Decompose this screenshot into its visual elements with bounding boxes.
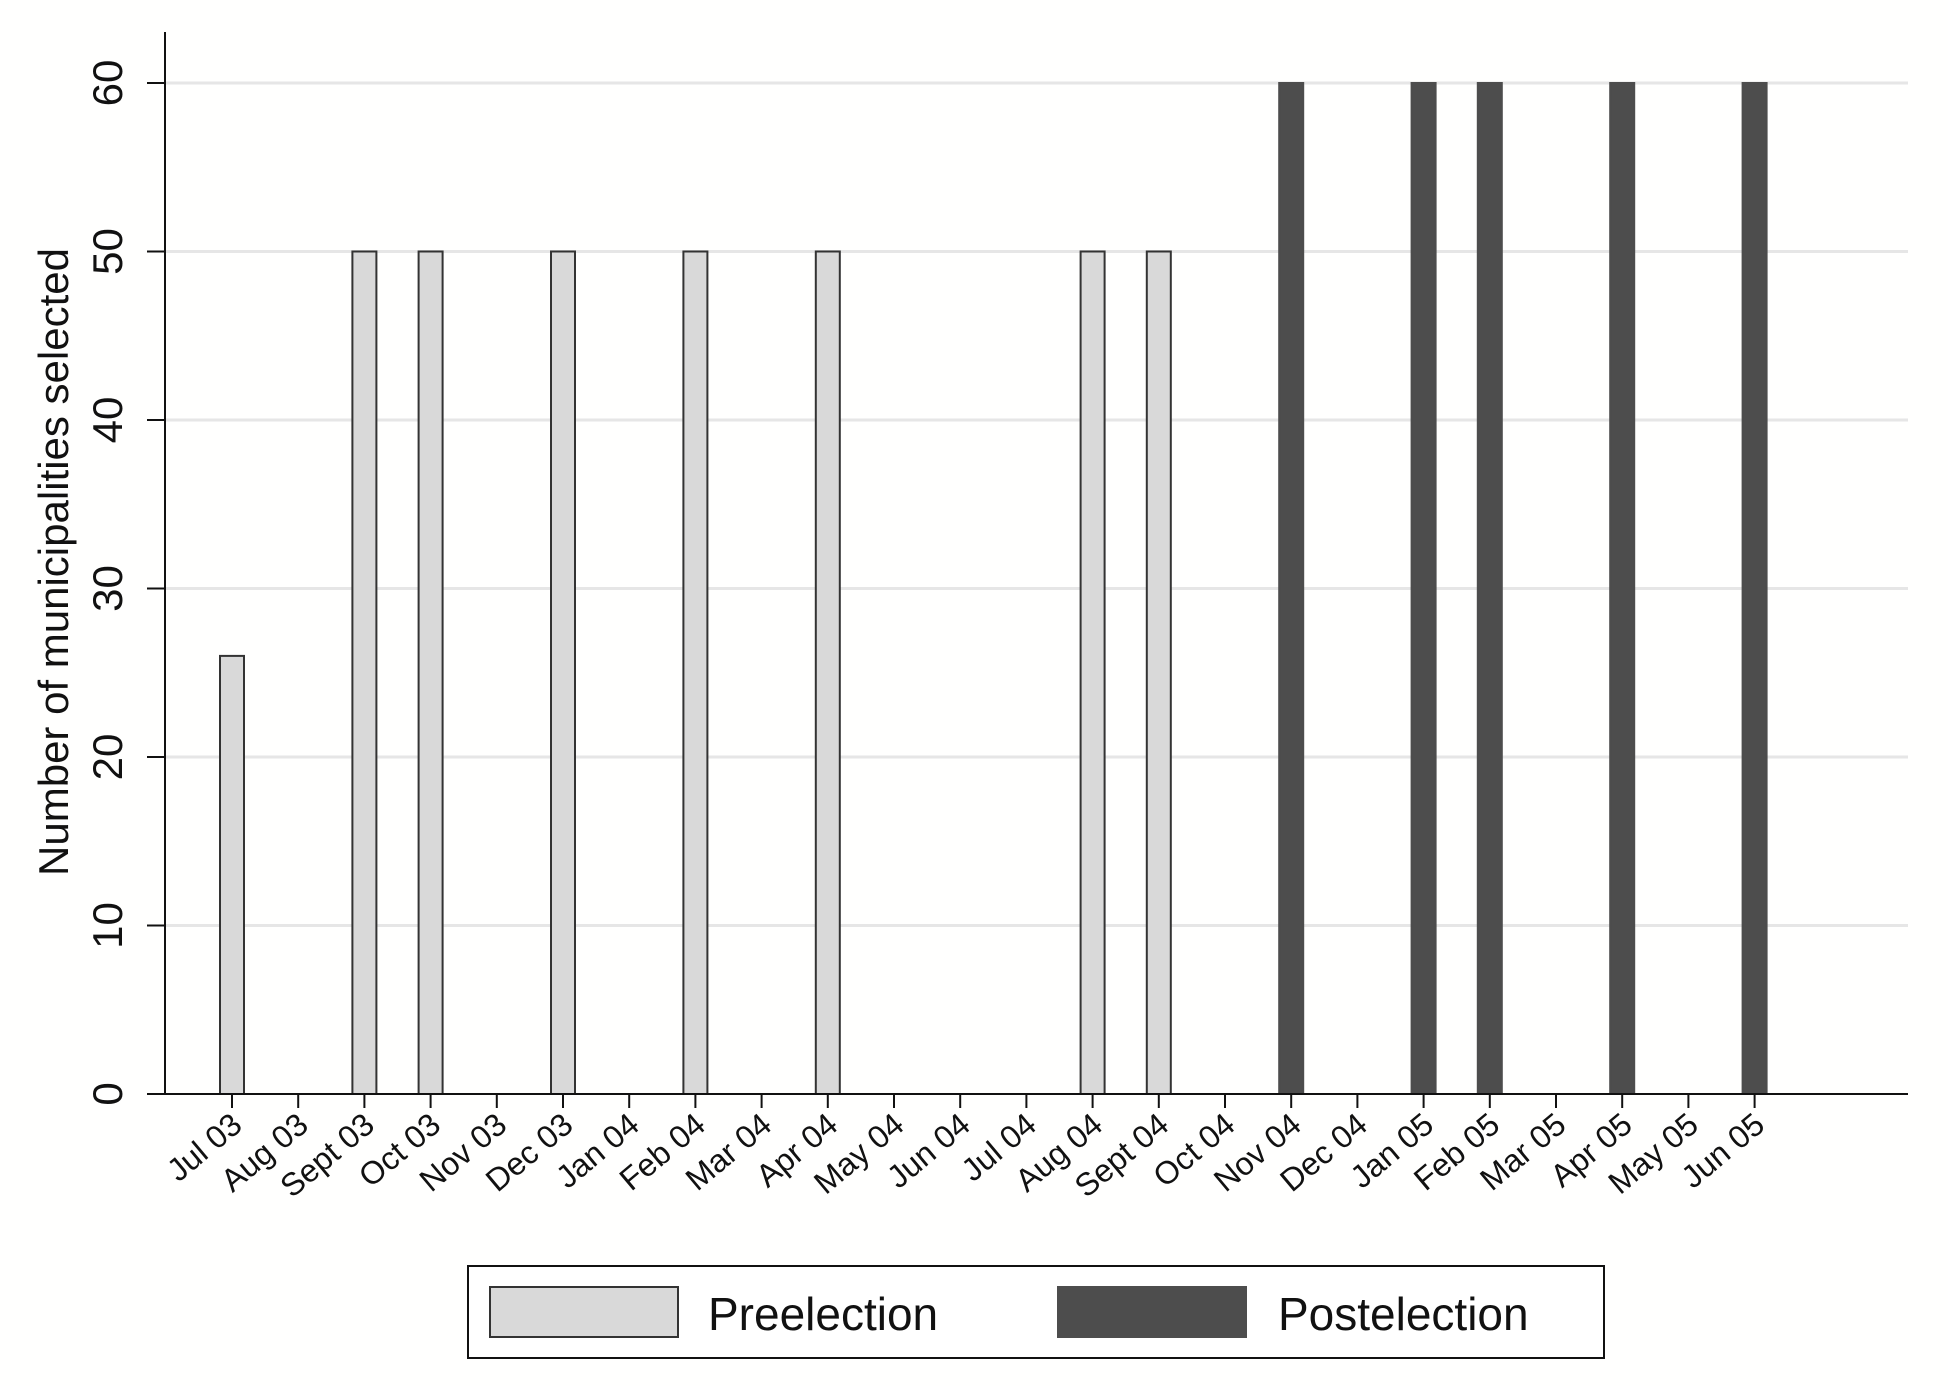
y-axis-label: Number of municipalities selected <box>30 248 77 876</box>
legend-label-preelection: Preelection <box>708 1288 938 1340</box>
y-tick-label: 0 <box>84 1082 131 1105</box>
bar-preelection <box>219 654 245 1096</box>
bar-preelection <box>351 250 378 1095</box>
bar-postelection <box>1278 82 1305 1095</box>
legend-swatch-preelection <box>489 1286 679 1338</box>
y-tick-label: 10 <box>84 902 131 949</box>
legend-swatch-postelection <box>1057 1286 1247 1338</box>
bar-preelection <box>1079 250 1106 1095</box>
bar-preelection <box>814 250 841 1095</box>
bar-preelection <box>417 250 444 1095</box>
legend-label-postelection: Postelection <box>1278 1288 1529 1340</box>
y-axis-ticks: 0 10 20 30 40 50 60 <box>84 60 165 1106</box>
y-tick-label: 30 <box>84 565 131 612</box>
bar-postelection <box>1410 82 1437 1095</box>
bar-postelection <box>1609 82 1636 1095</box>
bars <box>219 82 1768 1096</box>
bar-postelection <box>1476 82 1503 1095</box>
y-tick-label: 50 <box>84 228 131 275</box>
y-tick-label: 60 <box>84 60 131 107</box>
legend: Preelection Postelection <box>467 1265 1605 1359</box>
bar-postelection <box>1741 82 1768 1095</box>
bar-preelection <box>1145 250 1172 1095</box>
y-tick-label: 20 <box>84 734 131 781</box>
bar-preelection <box>682 250 709 1095</box>
y-tick-label: 40 <box>84 397 131 444</box>
bar-preelection <box>550 250 576 1095</box>
